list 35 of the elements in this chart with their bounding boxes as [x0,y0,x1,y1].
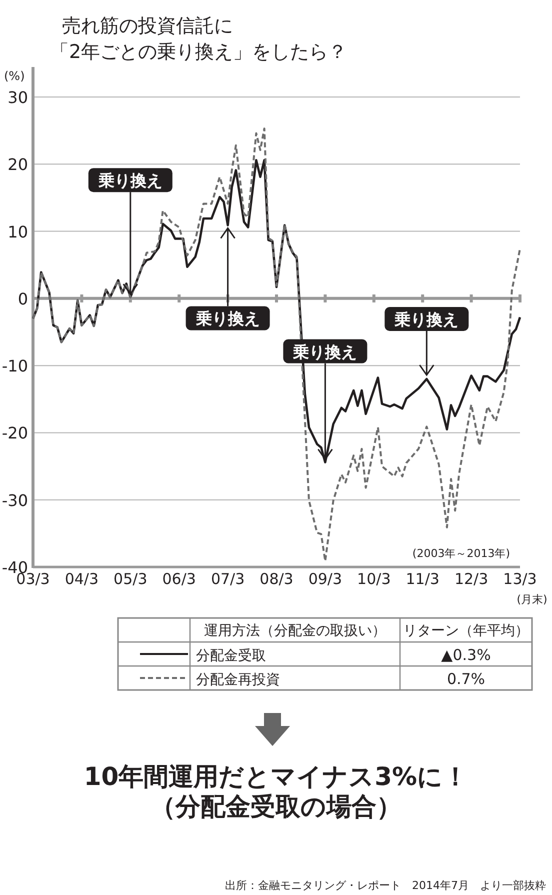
text: （分配金受取の場合） [150,792,402,821]
y-tick-label: -10 [2,356,28,376]
text: 10年間運用だとマイナス3%に！ [84,762,468,791]
text: リターン（年平均） [403,623,529,639]
legend-label: 分配金受取 [196,648,266,664]
annotation: 乗り換え [194,309,260,328]
annotation: 乗り換え [97,171,162,190]
text: 0.7% [446,670,486,688]
x-tick-label: 13/3 [503,570,537,588]
annotation: (2003年～2013年) [412,547,510,560]
x-axis-title: (月末) [516,593,548,606]
x-tick-label: 10/3 [357,570,391,588]
y-tick-label: 10 [8,222,28,242]
y-tick-label: 20 [8,155,28,174]
y-tick-label: -30 [2,490,28,510]
x-tick-label: 08/3 [260,570,294,588]
x-tick-label: 07/3 [210,570,245,588]
legend-label: 分配金再投資 [196,672,280,688]
x-tick-label: 06/3 [162,570,196,588]
chart-title: 売れ筋の投資信託に [62,15,233,37]
y-axis-title: (%) [4,69,25,83]
x-tick-label: 05/3 [114,570,148,588]
x-tick-label: 09/3 [308,570,342,588]
y-tick-label: -20 [2,424,28,443]
annotation: 乗り換え [394,310,459,329]
text: ▲0.3% [441,646,491,664]
y-tick-label: 0 [18,289,28,308]
x-tick-label: 04/3 [64,570,99,588]
x-tick-label: 11/3 [406,570,440,588]
annotation: 乗り換え [292,342,358,362]
text: 出所：金融モニタリング・レポート 2014年7月 より一部抜粋 [225,879,546,892]
chart-subtitle: 「2年ごとの乗り換え」をしたら？ [50,41,348,63]
x-tick-label: 12/3 [454,570,488,588]
y-tick-label: 30 [8,88,28,107]
text: 運用方法（分配金の取扱い） [204,623,386,639]
